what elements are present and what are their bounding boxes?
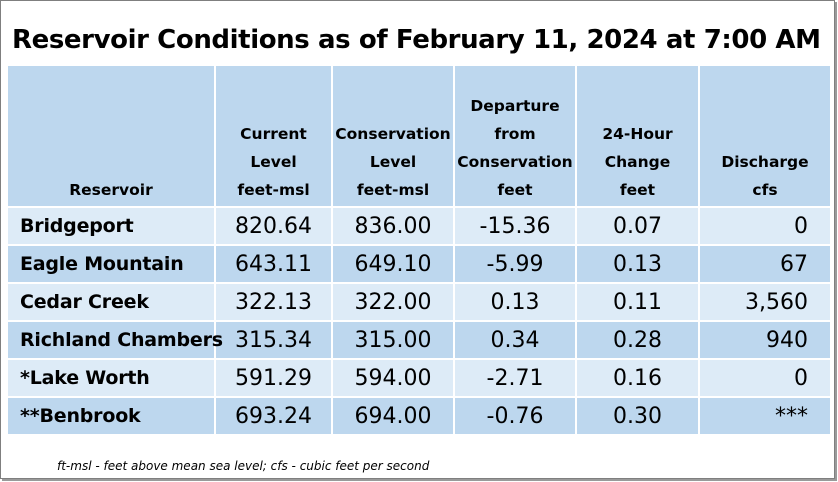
discharge-cell: *** (699, 397, 830, 436)
change-cell: 0.28 (576, 321, 700, 360)
departure-cell: 0.34 (454, 321, 577, 360)
current-level-cell: 643.11 (215, 245, 333, 284)
current-level-cell: 693.24 (215, 397, 333, 436)
conservation-level-cell: 594.00 (332, 359, 455, 398)
departure-cell: -2.71 (454, 359, 577, 398)
table-row: Richland Chambers 315.34 315.00 0.34 0.2… (8, 321, 830, 360)
change-cell: 0.13 (576, 245, 700, 284)
conservation-level-cell: 836.00 (332, 207, 455, 246)
header-line: Current (240, 125, 307, 143)
conservation-level-cell: 315.00 (332, 321, 455, 360)
reservoir-name: Cedar Creek (8, 283, 216, 322)
header-line: feet-msl (356, 181, 430, 199)
reservoir-name: Eagle Mountain (8, 245, 216, 284)
header-line: 24-Hour (602, 125, 673, 143)
units-footnote: ft-msl - feet above mean sea level; cfs … (57, 459, 430, 473)
header-line: Conservation (335, 125, 451, 143)
header-line: feet (497, 181, 533, 199)
header-row: Reservoir Current Level feet-msl Conserv… (8, 66, 830, 208)
col-header-current-level: Current Level feet-msl (215, 66, 333, 208)
header-line: Level (369, 153, 417, 171)
reservoir-table: Reservoir Current Level feet-msl Conserv… (8, 66, 830, 436)
change-cell: 0.30 (576, 397, 700, 436)
header-line: from (494, 125, 536, 143)
header-line: Level (250, 153, 297, 171)
conservation-level-cell: 694.00 (332, 397, 455, 436)
header-line: feet-msl (237, 181, 310, 199)
table-row: Cedar Creek 322.13 322.00 0.13 0.11 3,56… (8, 283, 830, 322)
reservoir-name: Bridgeport (8, 207, 216, 246)
table-row: *Lake Worth 591.29 594.00 -2.71 0.16 0 (8, 359, 830, 398)
current-level-cell: 322.13 (215, 283, 333, 322)
reservoir-name: **Benbrook (8, 397, 216, 436)
change-cell: 0.16 (576, 359, 700, 398)
header-line: Discharge (721, 153, 809, 171)
header-line: Change (604, 153, 671, 171)
discharge-cell: 0 (699, 359, 830, 398)
conservation-level-cell: 649.10 (332, 245, 455, 284)
discharge-cell: 940 (699, 321, 830, 360)
header-line: feet (619, 181, 656, 199)
departure-cell: -0.76 (454, 397, 577, 436)
col-header-departure: Departure from Conservation feet (454, 66, 577, 208)
change-cell: 0.07 (576, 207, 700, 246)
conservation-level-cell: 322.00 (332, 283, 455, 322)
discharge-cell: 3,560 (699, 283, 830, 322)
reservoir-name: *Lake Worth (8, 359, 216, 398)
col-header-24-hour-change: 24-Hour Change feet (576, 66, 700, 208)
col-header-reservoir: Reservoir (8, 66, 216, 208)
reservoir-name: Richland Chambers (8, 321, 223, 360)
table-row: Bridgeport 820.64 836.00 -15.36 0.07 0 (8, 207, 830, 246)
table-row: **Benbrook 693.24 694.00 -0.76 0.30 *** (8, 397, 830, 436)
table-row: Eagle Mountain 643.11 649.10 -5.99 0.13 … (8, 245, 830, 284)
current-level-cell: 591.29 (215, 359, 333, 398)
current-level-cell: 315.34 (215, 321, 333, 360)
col-header-discharge: Discharge cfs (699, 66, 830, 208)
discharge-cell: 0 (699, 207, 830, 246)
header-line: Departure (470, 97, 560, 115)
report-title: Reservoir Conditions as of February 11, … (12, 25, 821, 55)
col-header-conservation-level: Conservation Level feet-msl (332, 66, 455, 208)
header-line: Reservoir (69, 181, 153, 199)
change-cell: 0.11 (576, 283, 700, 322)
departure-cell: 0.13 (454, 283, 577, 322)
current-level-cell: 820.64 (215, 207, 333, 246)
departure-cell: -5.99 (454, 245, 577, 284)
departure-cell: -15.36 (454, 207, 577, 246)
header-line: Conservation (457, 153, 573, 171)
discharge-cell: 67 (699, 245, 830, 284)
header-line: cfs (752, 181, 778, 199)
